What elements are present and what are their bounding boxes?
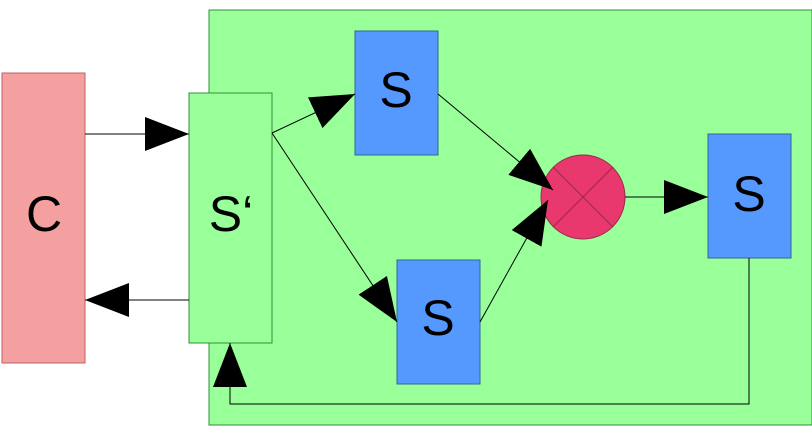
arrow-server-right-to-dispatcher [213, 258, 750, 405]
server-bottom-label: S [421, 290, 454, 346]
dispatcher-node: S‘ [188, 92, 273, 344]
server-bottom-box [396, 259, 481, 385]
dispatcher-label: S‘ [209, 186, 253, 242]
arrow-dispatcher-to-server-top [271, 93, 356, 134]
server-top-node: S [354, 30, 439, 156]
combiner-cross-line [552, 166, 614, 228]
arrow-dispatcher-to-server-bottom [271, 132, 398, 323]
combiner-node [540, 154, 626, 240]
server-right-box [707, 133, 792, 259]
server-top-box [354, 30, 439, 156]
arrow-server-bottom-to-combiner [479, 199, 549, 323]
client-node: C [1, 72, 86, 364]
arrow-server-top-to-combiner [437, 93, 554, 191]
server-top-label: S [379, 62, 412, 118]
server-right-label: S [732, 166, 765, 222]
client-label: C [26, 186, 62, 242]
client-box [1, 72, 86, 364]
server-right-node: S [707, 133, 792, 259]
server-bottom-node: S [396, 259, 481, 385]
